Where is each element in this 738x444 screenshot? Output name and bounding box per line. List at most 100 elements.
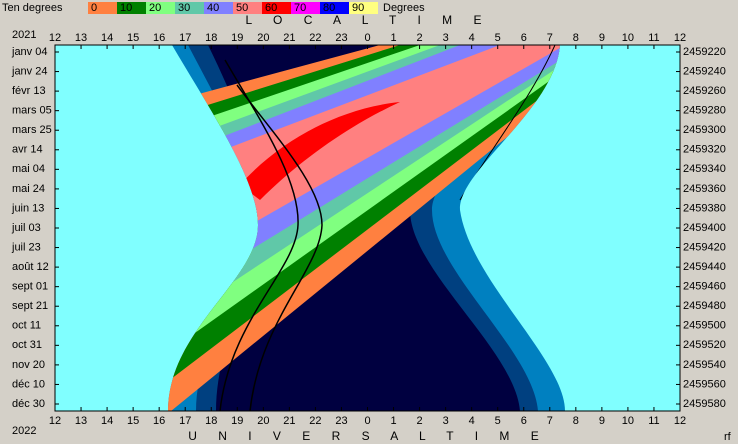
julian-day-label: 2459560 (683, 378, 726, 390)
julian-day-label: 2459520 (683, 339, 726, 351)
date-label: janv 04 (11, 46, 47, 58)
date-label: juil 23 (11, 241, 41, 253)
top-tick-label: 2 (417, 32, 423, 44)
legend-label: 20 (149, 2, 161, 14)
bottom-tick-label: 2 (417, 415, 423, 427)
date-label: janv 24 (11, 65, 47, 77)
top-tick-label: 1 (390, 32, 396, 44)
top-tick-label: 22 (309, 32, 321, 44)
date-label: oct 11 (12, 320, 41, 332)
bottom-tick-label: 7 (547, 415, 553, 427)
top-tick-label: 9 (599, 32, 605, 44)
julian-day-label: 2459400 (683, 222, 726, 234)
julian-day-label: 2459460 (683, 281, 726, 293)
bottom-tick-label: 12 (49, 415, 61, 427)
legend-label: 60 (265, 2, 277, 14)
legend-swatch (320, 2, 349, 14)
date-label: déc 10 (12, 378, 45, 390)
date-label: mars 05 (12, 105, 52, 117)
legend-swatch (262, 2, 291, 14)
top-tick-label: 5 (495, 32, 501, 44)
legend-label: 90 (352, 2, 364, 14)
bottom-tick-label: 23 (335, 415, 347, 427)
julian-day-label: 2459380 (683, 202, 726, 214)
bottom-tick-label: 8 (573, 415, 579, 427)
legend-swatch (291, 2, 320, 14)
top-tick-label: 12 (674, 32, 686, 44)
legend-swatch (233, 2, 262, 14)
julian-day-label: 2459360 (683, 183, 726, 195)
date-label: oct 31 (12, 339, 42, 351)
top-tick-label: 3 (443, 32, 449, 44)
bottom-tick-label: 13 (75, 415, 87, 427)
date-label: sept 01 (12, 281, 48, 293)
julian-day-label: 2459440 (683, 261, 726, 273)
legend-swatch (88, 2, 117, 14)
julian-day-label: 2459300 (683, 124, 726, 136)
date-label: août 12 (12, 261, 49, 273)
bottom-tick-label: 6 (521, 415, 527, 427)
bottom-tick-label: 0 (364, 415, 370, 427)
julian-day-label: 2459500 (683, 320, 726, 332)
bottom-tick-label: 17 (179, 415, 191, 427)
top-tick-label: 19 (231, 32, 243, 44)
top-tick-label: 10 (622, 32, 634, 44)
bottom-tick-label: 18 (205, 415, 217, 427)
date-label: févr 13 (12, 85, 46, 97)
bottom-tick-label: 4 (469, 415, 475, 427)
top-tick-label: 13 (75, 32, 87, 44)
julian-day-label: 2459220 (683, 46, 726, 58)
legend-swatch (175, 2, 204, 14)
top-tick-label: 21 (283, 32, 295, 44)
julian-day-label: 2459420 (683, 241, 726, 253)
julian-day-label: 2459320 (683, 144, 726, 156)
julian-day-label: 2459580 (683, 398, 726, 410)
top-tick-label: 11 (648, 32, 659, 44)
bottom-tick-label: 22 (309, 415, 321, 427)
date-label: déc 30 (12, 398, 45, 410)
julian-day-label: 2459540 (683, 359, 726, 371)
date-label: juin 13 (11, 202, 44, 214)
date-label: sept 21 (12, 300, 48, 312)
bottom-tick-label: 19 (231, 415, 243, 427)
legend-label: 70 (294, 2, 306, 14)
top-tick-label: 18 (205, 32, 217, 44)
julian-day-label: 2459260 (683, 85, 726, 97)
top-tick-label: 6 (521, 32, 527, 44)
top-tick-label: 7 (547, 32, 553, 44)
legend-label: 10 (120, 2, 132, 14)
top-tick-label: 17 (179, 32, 191, 44)
legend-unit: Degrees (383, 2, 425, 14)
legend-swatch (117, 2, 146, 14)
altitude-bands (168, 45, 565, 411)
bottom-tick-label: 11 (648, 415, 659, 427)
date-label: avr 14 (12, 144, 43, 156)
top-axis-label: L O C A L T I M E (245, 13, 490, 27)
top-tick-label: 15 (127, 32, 139, 44)
julian-day-label: 2459480 (683, 300, 726, 312)
legend-swatch (146, 2, 175, 14)
bottom-tick-label: 16 (153, 415, 165, 427)
bottom-tick-label: 5 (495, 415, 501, 427)
legend-label: 0 (91, 2, 97, 14)
visibility-map (168, 45, 565, 411)
julian-day-label: 2459240 (683, 65, 726, 77)
top-tick-label: 4 (469, 32, 475, 44)
bottom-tick-label: 9 (599, 415, 605, 427)
bottom-tick-label: 14 (101, 415, 113, 427)
legend-label: 50 (236, 2, 248, 14)
top-tick-label: 0 (364, 32, 370, 44)
top-tick-label: 8 (573, 32, 579, 44)
bottom-tick-label: 15 (127, 415, 139, 427)
bottom-axis-label: U N I V E R S A L T I M E (188, 429, 548, 443)
top-tick-label: 12 (49, 32, 61, 44)
legend-title: Ten degrees (2, 2, 63, 14)
top-tick-label: 14 (101, 32, 113, 44)
legend-label: 30 (178, 2, 190, 14)
julian-day-label: 2459280 (683, 105, 726, 117)
date-label: juil 03 (11, 222, 41, 234)
date-label: mars 25 (12, 124, 52, 136)
date-label: mai 04 (12, 163, 45, 175)
bottom-tick-label: 1 (390, 415, 396, 427)
